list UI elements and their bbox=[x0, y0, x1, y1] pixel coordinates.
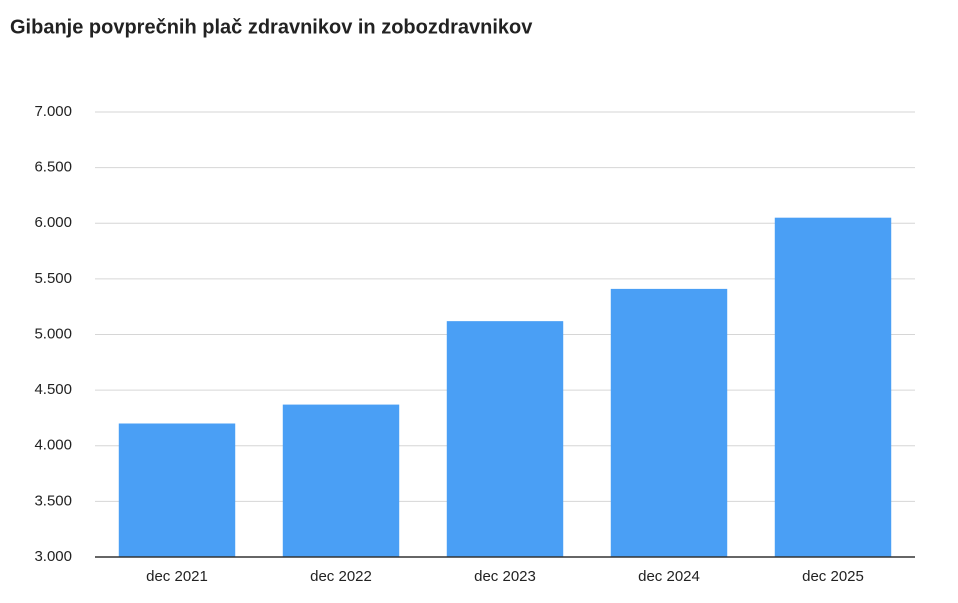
x-tick-label: dec 2021 bbox=[146, 568, 208, 585]
y-tick-label: 4.500 bbox=[34, 381, 72, 398]
y-tick-label: 6.500 bbox=[34, 159, 72, 176]
x-tick-label: dec 2022 bbox=[310, 568, 372, 585]
y-tick-label: 3.000 bbox=[34, 548, 72, 565]
bar bbox=[610, 288, 728, 557]
y-tick-label: 3.500 bbox=[34, 492, 72, 509]
bar bbox=[282, 404, 400, 557]
y-tick-label: 5.000 bbox=[34, 325, 72, 342]
x-tick-label: dec 2025 bbox=[802, 568, 864, 585]
y-tick-label: 5.500 bbox=[34, 270, 72, 287]
x-tick-label: dec 2024 bbox=[638, 568, 700, 585]
bar bbox=[774, 217, 892, 557]
y-tick-label: 6.000 bbox=[34, 214, 72, 231]
y-tick-label: 7.000 bbox=[34, 103, 72, 120]
y-tick-label: 4.000 bbox=[34, 437, 72, 454]
bar bbox=[446, 321, 564, 557]
x-tick-label: dec 2023 bbox=[474, 568, 536, 585]
bar bbox=[118, 423, 236, 557]
chart-title: Gibanje povprečnih plač zdravnikov in zo… bbox=[10, 16, 533, 38]
